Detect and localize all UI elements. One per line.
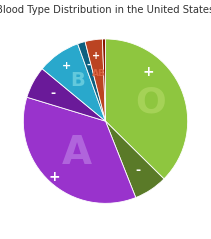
- Text: -: -: [51, 87, 56, 100]
- Wedge shape: [106, 121, 164, 198]
- Text: B: B: [70, 71, 85, 90]
- Text: +: +: [142, 65, 154, 79]
- Text: -: -: [136, 164, 141, 177]
- Text: +: +: [62, 61, 71, 71]
- Text: +: +: [92, 51, 100, 61]
- Wedge shape: [42, 44, 106, 121]
- Wedge shape: [23, 97, 136, 203]
- Text: -: -: [86, 60, 90, 70]
- Text: A: A: [61, 134, 92, 172]
- Wedge shape: [27, 69, 106, 121]
- Wedge shape: [102, 39, 106, 121]
- Title: Blood Type Distribution in the United States: Blood Type Distribution in the United St…: [0, 5, 211, 15]
- Text: +: +: [49, 170, 60, 184]
- Text: AB: AB: [92, 69, 106, 78]
- Wedge shape: [85, 39, 106, 121]
- Wedge shape: [106, 39, 188, 179]
- Text: O: O: [136, 85, 166, 119]
- Wedge shape: [78, 42, 106, 121]
